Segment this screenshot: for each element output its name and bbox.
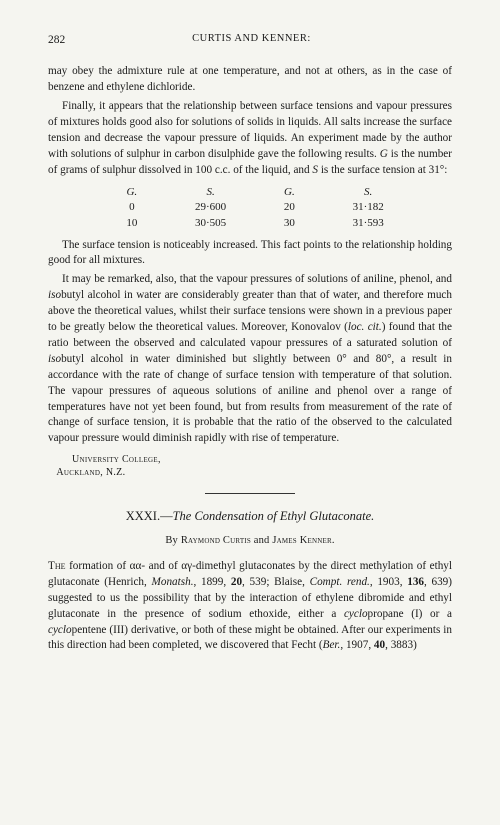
- p5-t3: , 539; Blaise,: [242, 576, 310, 588]
- td: 31·182: [329, 200, 408, 216]
- p5-t6: propane (I) or a: [368, 608, 452, 620]
- page-header: 282 CURTIS AND KENNER:: [48, 32, 452, 48]
- p5-t9: , 3883): [385, 639, 417, 651]
- author-2: James Kenner: [272, 535, 331, 546]
- surface-tension-table: G. S. G. S. 0 29·600 20 31·182 10 30·505…: [92, 185, 407, 232]
- page-content: 282 CURTIS AND KENNER: may obey the admi…: [0, 0, 500, 689]
- table-header-row: G. S. G. S.: [92, 185, 407, 201]
- p4-post: butyl alcohol in water diminished but sl…: [48, 353, 452, 445]
- byline: By Raymond Curtis and James Kenner.: [48, 534, 452, 549]
- th-g2: G.: [250, 185, 329, 201]
- article-number: XXXI.: [126, 509, 160, 523]
- byline-by: By: [165, 535, 180, 546]
- p5-t8: , 1907,: [340, 639, 374, 651]
- p2-g-italic: G: [380, 148, 388, 160]
- th-g1: G.: [92, 185, 171, 201]
- paragraph-5: The formation of αα- and of αγ-dimethyl …: [48, 559, 452, 654]
- p4-pre: It may be remarked, also, that the vapou…: [62, 273, 452, 285]
- p2-post: is the surface tension at 31°:: [318, 164, 447, 176]
- header-spacer: [438, 32, 452, 48]
- td: 30: [250, 216, 329, 232]
- p5-j1: Monatsh.: [152, 576, 194, 588]
- page-number: 282: [48, 32, 65, 48]
- p4-iso1: iso: [48, 289, 61, 301]
- th-s2: S.: [329, 185, 408, 201]
- td: 20: [250, 200, 329, 216]
- td: 10: [92, 216, 171, 232]
- running-head: CURTIS AND KENNER:: [192, 32, 311, 48]
- paragraph-4: It may be remarked, also, that the vapou…: [48, 272, 452, 447]
- byline-and: and: [251, 535, 272, 546]
- article-title-text: The Condensation of Ethyl Glutaconate.: [173, 509, 375, 523]
- paragraph-3: The surface tension is noticeably increa…: [48, 238, 452, 270]
- p5-b3: 40: [374, 639, 385, 651]
- affiliation: University College, Auckland, N.Z.: [48, 453, 452, 479]
- p5-t2: , 1899,: [193, 576, 230, 588]
- p5-cyclo1: cyclo: [344, 608, 368, 620]
- p4-loc-cit: loc. cit.: [348, 321, 382, 333]
- td: 31·593: [329, 216, 408, 232]
- section-divider: [205, 493, 295, 494]
- th-s1: S.: [171, 185, 250, 201]
- p5-cyclo2: cyclo: [48, 624, 72, 636]
- td: 30·505: [171, 216, 250, 232]
- table-row: 10 30·505 30 31·593: [92, 216, 407, 232]
- article-heading: XXXI.—The Condensation of Ethyl Glutacon…: [48, 508, 452, 526]
- p4-iso2: iso: [48, 353, 61, 365]
- td: 29·600: [171, 200, 250, 216]
- paragraph-1: may obey the admixture rule at one tempe…: [48, 64, 452, 96]
- paragraph-2: Finally, it appears that the relationshi…: [48, 99, 452, 179]
- p5-b1: 20: [231, 576, 242, 588]
- p5-j2: Compt. rend.: [310, 576, 370, 588]
- p5-pre: The: [48, 560, 66, 572]
- table-row: 0 29·600 20 31·182: [92, 200, 407, 216]
- p5-j3: Ber.: [323, 639, 341, 651]
- byline-period: .: [332, 535, 335, 546]
- td: 0: [92, 200, 171, 216]
- affil-line1: University College,: [72, 454, 161, 465]
- author-1: Raymond Curtis: [181, 535, 251, 546]
- p5-t4: , 1903,: [370, 576, 407, 588]
- p5-b2: 136: [407, 576, 424, 588]
- affil-line2: Auckland, N.Z.: [56, 467, 125, 478]
